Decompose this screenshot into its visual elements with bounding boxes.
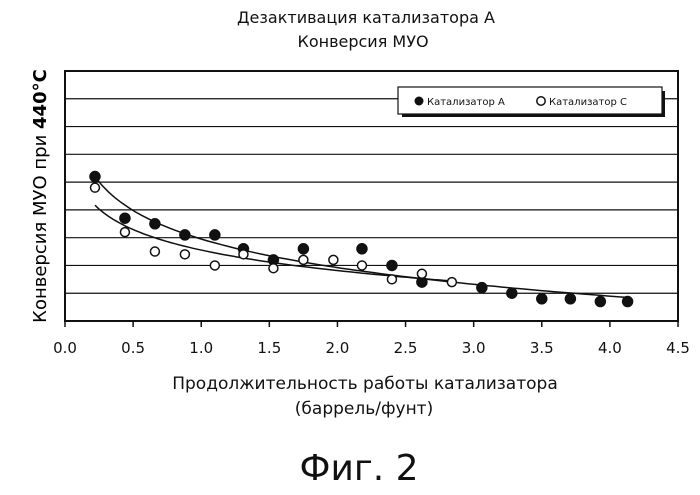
legend-marker-open	[537, 97, 545, 105]
y-axis-label-temperature: 440°С	[30, 69, 51, 129]
data-point-catalyst-a	[210, 230, 220, 240]
data-point-catalyst-a	[507, 288, 517, 298]
x-tick-label: 0.0	[53, 339, 77, 357]
y-axis-label: Конверсия МУО при 440°С	[30, 69, 51, 323]
chart-title-line-1: Дезактивация катализатора А	[237, 8, 495, 27]
x-tick-label: 0.5	[121, 339, 145, 357]
data-point-catalyst-c	[299, 255, 308, 264]
data-point-catalyst-c	[239, 250, 248, 259]
legend: Катализатор А Катализатор С	[398, 87, 665, 117]
figure-caption: Фиг. 2	[299, 448, 418, 489]
x-axis-label-line-2: (баррель/фунт)	[295, 399, 433, 419]
data-point-catalyst-c	[269, 264, 278, 273]
legend-marker-filled	[415, 97, 424, 106]
legend-shadow-bottom	[402, 114, 665, 117]
data-point-catalyst-a	[120, 213, 130, 223]
data-point-catalyst-c	[210, 261, 219, 270]
data-point-catalyst-c	[447, 278, 456, 287]
data-point-catalyst-a	[387, 260, 397, 270]
data-point-catalyst-a	[90, 172, 100, 182]
y-axis-label-prefix: Конверсия МУО при	[30, 129, 51, 323]
x-axis-label-line-1: Продолжительность работы катализатора	[172, 374, 558, 394]
legend-shadow	[662, 91, 665, 117]
x-tick-label: 1.0	[189, 339, 213, 357]
legend-label-catalyst-c: Катализатор С	[549, 97, 627, 108]
data-point-catalyst-c	[150, 247, 159, 256]
x-tick-label: 4.5	[666, 339, 690, 357]
data-point-catalyst-c	[417, 269, 426, 278]
data-point-catalyst-c	[180, 250, 189, 259]
legend-label-catalyst-a: Катализатор А	[427, 97, 505, 108]
data-point-catalyst-a	[150, 219, 160, 229]
x-ticks: 0.0 0.5 1.0 1.5 2.0 2.5 3.0 3.5 4.0 4.5	[53, 321, 690, 357]
chart-title-line-2: Конверсия МУО	[297, 32, 428, 51]
data-point-catalyst-a	[298, 244, 308, 254]
data-point-catalyst-c	[357, 261, 366, 270]
x-tick-label: 2.0	[326, 339, 350, 357]
x-tick-label: 3.0	[462, 339, 486, 357]
x-tick-label: 1.5	[257, 339, 281, 357]
x-tick-label: 4.0	[598, 339, 622, 357]
data-point-catalyst-a	[357, 244, 367, 254]
x-tick-label: 3.5	[530, 339, 554, 357]
data-point-catalyst-c	[120, 228, 129, 237]
data-point-catalyst-c	[90, 183, 99, 192]
data-point-catalyst-a	[180, 230, 190, 240]
data-point-catalyst-a	[537, 294, 547, 304]
x-tick-label: 2.5	[394, 339, 418, 357]
data-point-catalyst-a	[477, 283, 487, 293]
data-point-catalyst-c	[329, 255, 338, 264]
data-point-catalyst-a	[595, 297, 605, 307]
data-point-catalyst-a	[565, 294, 575, 304]
data-point-catalyst-c	[387, 275, 396, 284]
data-point-catalyst-a	[623, 297, 633, 307]
